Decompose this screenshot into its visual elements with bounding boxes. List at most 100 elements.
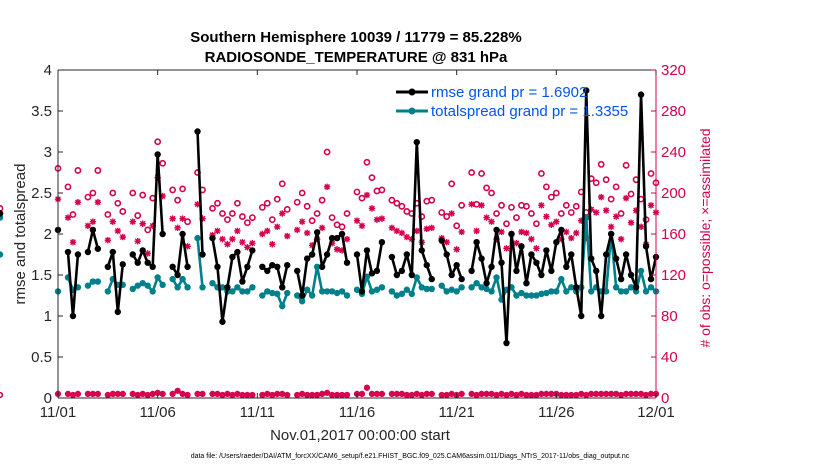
assimilated-obs-point [513, 240, 520, 247]
assimilated-obs-point [269, 241, 276, 248]
legend: rmse grand pr = 1.6902 totalspread grand… [396, 84, 628, 120]
rmse-point [508, 230, 515, 238]
bottom-assimilated-point [413, 390, 420, 397]
rmse-point [244, 263, 251, 270]
bottom-assimilated-point [623, 390, 630, 397]
assimilated-obs-point [398, 229, 406, 237]
bottom-assimilated-point [458, 390, 465, 397]
rmse-point [214, 263, 221, 270]
bottom-assimilated-point [473, 391, 480, 398]
assimilated-obs-point [119, 233, 126, 241]
bottom-assimilated-point [398, 390, 405, 397]
totalspread-point [169, 275, 176, 283]
assimilated-obs-point [607, 223, 615, 231]
bottom-assimilated-point [428, 390, 435, 397]
rmse-line [171, 232, 189, 277]
possible-obs-point [647, 170, 655, 177]
rmse-point [478, 255, 485, 262]
bottom-assimilated-point [134, 391, 141, 398]
rmse-point [333, 234, 341, 242]
rmse-point [298, 292, 306, 299]
possible-obs-point [428, 196, 436, 204]
possible-obs-point [89, 189, 97, 197]
bottom-assimilated-point [483, 390, 490, 397]
totalspread-point [568, 284, 575, 291]
bottom-assimilated-point [448, 390, 455, 397]
rmse-line [196, 131, 204, 255]
assimilated-obs-point [602, 207, 610, 214]
totalspread-point [443, 288, 450, 295]
assimilated-obs-point [647, 202, 655, 209]
totalspread-point [94, 278, 102, 285]
possible-obs-point [483, 184, 490, 192]
assimilated-obs-point [219, 235, 226, 243]
possible-obs-point [358, 194, 366, 202]
possible-obs-point [627, 190, 635, 198]
assimilated-obs-point [259, 230, 266, 238]
possible-obs-point [523, 202, 530, 210]
rmse-point [234, 248, 241, 256]
rmse-point [119, 261, 126, 268]
x-tick-label: 11/26 [538, 404, 574, 421]
bottom-assimilated-point [169, 390, 176, 397]
rmse-point [169, 263, 176, 270]
legend-rmse-marker [408, 88, 416, 96]
possible-obs-point [398, 202, 406, 210]
rmse-point [622, 251, 630, 258]
bottom-assimilated-point [89, 390, 96, 397]
rmse-point [368, 270, 376, 277]
bottom-assimilated-point [478, 390, 485, 397]
bottom-assimilated-point [573, 391, 580, 398]
possible-obs-point [233, 199, 241, 207]
bottom-assimilated-point [154, 389, 161, 396]
bottom-assimilated-point [69, 391, 76, 398]
rmse-point [637, 91, 645, 98]
possible-obs-point [308, 217, 316, 225]
bottom-assimilated-point [209, 390, 216, 397]
rmse-point [627, 271, 635, 279]
x-tick-label: 11/06 [139, 404, 175, 421]
rmse-point [308, 251, 316, 258]
rmse-point [149, 263, 156, 270]
rmse-point [528, 251, 535, 258]
bottom-assimilated-point [438, 391, 445, 398]
bottom-assimilated-point [84, 390, 91, 397]
possible-obs-point [278, 180, 286, 188]
totalspread-point [244, 288, 251, 295]
rmse-point [199, 251, 206, 258]
assimilated-obs-point [553, 218, 560, 225]
legend-spread-marker [408, 107, 416, 115]
assimilated-obs-point [214, 227, 221, 235]
possible-obs-point [513, 214, 520, 221]
totalspread-point [343, 292, 351, 299]
rmse-point [134, 259, 141, 266]
y-tick-label: 0.5 [31, 349, 52, 366]
rmse-point [274, 263, 281, 270]
totalspread-point [518, 289, 525, 297]
possible-obs-point [453, 222, 461, 230]
totalspread-point [523, 292, 530, 299]
rmse-point [129, 251, 136, 258]
bottom-assimilated-point [314, 391, 321, 398]
bottom-assimilated-point [179, 390, 186, 397]
totalspread-point [543, 289, 550, 297]
totalspread-point [154, 274, 161, 281]
bottom-assimilated-point [638, 390, 645, 397]
totalspread-point [612, 284, 620, 291]
totalspread-point [473, 280, 480, 287]
rmse-point [269, 261, 276, 269]
assimilated-obs-point [453, 246, 460, 253]
totalspread-point [423, 285, 430, 293]
assimilated-obs-point [373, 216, 381, 223]
bottom-assimilated-point [543, 390, 550, 397]
assimilated-obs-point [593, 209, 600, 216]
assimilated-obs-point [323, 183, 331, 191]
assimilated-obs-point [458, 228, 465, 236]
possible-obs-point [0, 204, 4, 212]
assimilated-obs-point [588, 206, 595, 213]
rmse-point [323, 251, 331, 258]
rmse-point [373, 267, 381, 275]
totalspread-point [308, 292, 316, 299]
bottom-assimilated-point [578, 390, 585, 397]
possible-obs-point [84, 193, 92, 201]
